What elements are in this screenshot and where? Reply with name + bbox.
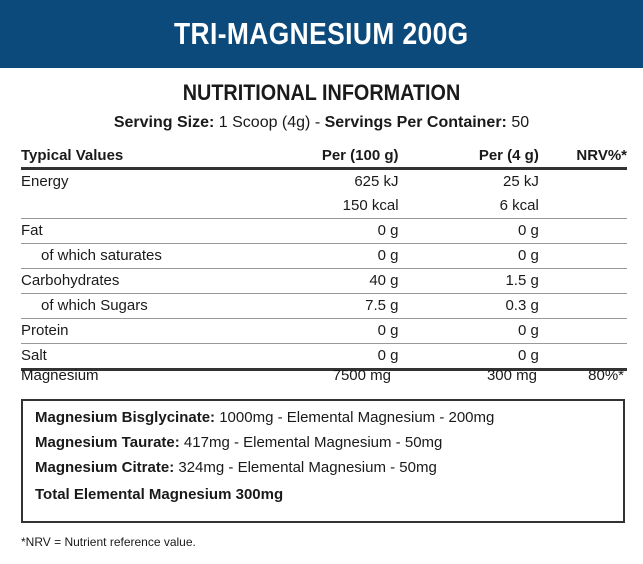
per-4g-value: 0 g — [398, 318, 539, 344]
breakdown-text: 1000mg - Elemental Magnesium - 200mg — [215, 409, 495, 426]
servings-per-container-label: Servings Per Container: — [324, 114, 507, 131]
breakdown-label: Magnesium Bisglycinate: — [35, 409, 216, 426]
nutrient-name: of which saturates — [21, 243, 274, 269]
table-row: Energy 625 kJ 25 kJ — [21, 169, 627, 195]
breakdown-label: Magnesium Citrate: — [35, 459, 175, 476]
per-4g-value: 0 g — [398, 243, 539, 269]
nutrient-name: Protein — [21, 318, 274, 344]
header-nrv: NRV%* — [538, 145, 627, 170]
total-line: Total Elemental Magnesium 300mg — [35, 486, 283, 503]
per-100g-value: 40 g — [273, 268, 399, 294]
total-elemental-magnesium: Total Elemental Magnesium 300mg — [35, 486, 284, 503]
magnesium-breakdown-box: Magnesium Bisglycinate: 1000mg - Element… — [21, 399, 625, 523]
per-100g-value: 0 g — [273, 318, 399, 344]
per-4g-value: 6 kcal — [398, 194, 539, 219]
serving-info: Serving Size: 1 Scoop (4g) - Servings Pe… — [0, 114, 643, 132]
magnesium-row: Magnesium 7500 mg 300 mg 80%* — [21, 367, 627, 384]
nrv-value — [538, 243, 627, 269]
per-100g-value: 0 g — [273, 243, 399, 269]
per-4g-value: 0 g — [398, 218, 539, 244]
breakdown-line: Magnesium Citrate: 324mg - Elemental Mag… — [35, 459, 437, 476]
per-4g-value: 0.3 g — [398, 293, 539, 319]
table-row: 150 kcal 6 kcal — [21, 194, 627, 219]
table-header: Typical Values Per (100 g) Per (4 g) NRV… — [21, 145, 627, 170]
per-100g-value: 150 kcal — [273, 194, 399, 219]
nutrient-name: Fat — [21, 218, 274, 244]
header-typical-values: Typical Values — [21, 145, 274, 170]
nutrient-name: Carbohydrates — [21, 268, 274, 294]
breakdown-text: 324mg - Elemental Magnesium - 50mg — [174, 459, 437, 476]
footnote: *NRV = Nutrient reference value. — [21, 535, 196, 549]
nrv-value — [539, 169, 627, 195]
per-100g-value: 625 kJ — [354, 173, 399, 190]
breakdown-text: 417mg - Elemental Magnesium - 50mg — [179, 434, 443, 451]
nutrient-name: Salt — [21, 343, 274, 371]
nrv-value — [538, 343, 627, 371]
table-row: Carbohydrates 40 g 1.5 g — [21, 268, 627, 294]
nutrient-name: Energy — [21, 173, 69, 190]
per-4g-value: 0 g — [398, 343, 539, 371]
nrv-value — [538, 194, 627, 219]
table-row: of which Sugars 7.5 g 0.3 g — [21, 293, 627, 319]
breakdown-line: Magnesium Bisglycinate: 1000mg - Element… — [35, 409, 494, 426]
per-100g-value: 0 g — [273, 343, 399, 371]
per-4g-value: 300 mg — [486, 367, 537, 384]
header-per-100g: Per (100 g) — [273, 145, 399, 170]
serving-size-label: Serving Size: — [113, 114, 215, 131]
nutrition-table: Typical Values Per (100 g) Per (4 g) NRV… — [21, 145, 627, 371]
breakdown-label: Magnesium Taurate: — [35, 434, 180, 451]
per-100g-value: 0 g — [273, 218, 399, 244]
nutrient-name: Magnesium — [21, 367, 99, 384]
per-100g-value: 7.5 g — [273, 293, 399, 319]
nrv-value — [538, 293, 627, 319]
nrv-value — [538, 218, 627, 244]
serving-size-value: 1 Scoop (4g) - — [214, 114, 325, 131]
nrv-value — [538, 318, 627, 344]
breakdown-line: Magnesium Taurate: 417mg - Elemental Mag… — [35, 434, 442, 451]
header-per-4g: Per (4 g) — [398, 145, 539, 170]
servings-per-container-value: 50 — [506, 114, 530, 131]
product-title: TRI-MAGNESIUM 200G — [174, 16, 469, 51]
per-100g-value: 7500 mg — [332, 367, 391, 384]
nrv-value: 80%* — [588, 367, 624, 384]
section-heading: NUTRITIONAL INFORMATION — [182, 80, 461, 105]
per-4g-value: 1.5 g — [398, 268, 539, 294]
product-banner: TRI-MAGNESIUM 200G — [0, 0, 643, 68]
nutrient-name — [21, 194, 274, 219]
nutrient-name: of which Sugars — [21, 293, 274, 319]
nrv-value — [538, 268, 627, 294]
per-4g-value: 25 kJ — [502, 173, 539, 190]
